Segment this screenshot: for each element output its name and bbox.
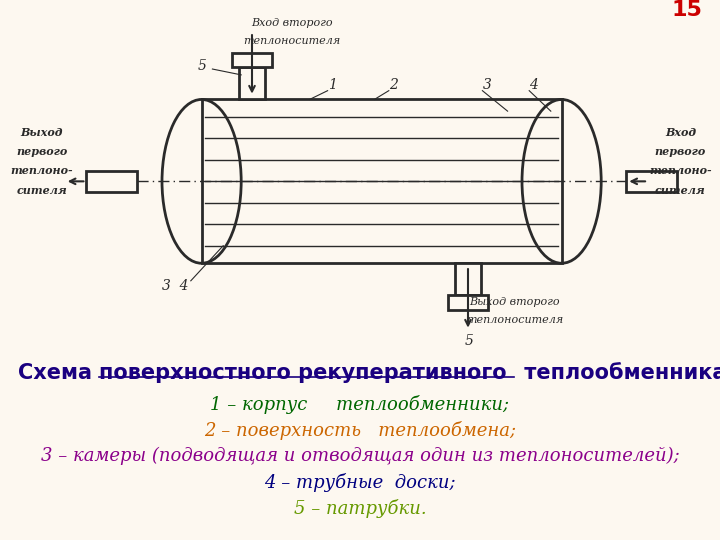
Polygon shape <box>456 263 481 295</box>
Text: теплоносителя: теплоносителя <box>466 315 564 325</box>
Text: 5: 5 <box>198 59 207 73</box>
Text: 2 – поверхность   теплообмена;: 2 – поверхность теплообмена; <box>204 421 516 440</box>
Text: 3  4: 3 4 <box>162 279 189 293</box>
Text: Выход: Выход <box>20 127 63 138</box>
Text: 2: 2 <box>389 78 397 92</box>
Text: первого: первого <box>654 146 706 157</box>
Text: теплоно-: теплоно- <box>649 165 711 177</box>
Text: 4 – трубные  доски;: 4 – трубные доски; <box>264 473 456 492</box>
Text: первого: первого <box>16 146 68 157</box>
Text: Вход второго: Вход второго <box>251 18 333 28</box>
Text: 15: 15 <box>671 1 702 21</box>
Text: теплоносителя: теплоносителя <box>243 36 341 46</box>
Text: 3: 3 <box>482 78 491 92</box>
Polygon shape <box>239 68 265 99</box>
Text: теплоно-: теплоно- <box>11 165 73 177</box>
Text: Вход: Вход <box>665 127 696 138</box>
Text: 5: 5 <box>464 334 473 348</box>
Text: Схема: Схема <box>18 363 99 383</box>
Text: 1 – корпус     теплообменники;: 1 – корпус теплообменники; <box>210 395 510 414</box>
Text: 5 – патрубки.: 5 – патрубки. <box>294 499 426 518</box>
Text: 4: 4 <box>529 78 538 92</box>
Text: поверхностного рекуперативного: поверхностного рекуперативного <box>99 363 507 383</box>
Text: 1: 1 <box>328 78 336 92</box>
Text: Выход второго: Выход второго <box>469 298 560 307</box>
Text: сителя: сителя <box>655 185 706 195</box>
Text: теплообменника:: теплообменника: <box>517 363 720 383</box>
Polygon shape <box>448 295 488 310</box>
Text: 3 – камеры (подводящая и отводящая один из теплоносителей);: 3 – камеры (подводящая и отводящая один … <box>40 447 680 465</box>
Polygon shape <box>232 53 272 68</box>
Text: сителя: сителя <box>17 185 67 195</box>
